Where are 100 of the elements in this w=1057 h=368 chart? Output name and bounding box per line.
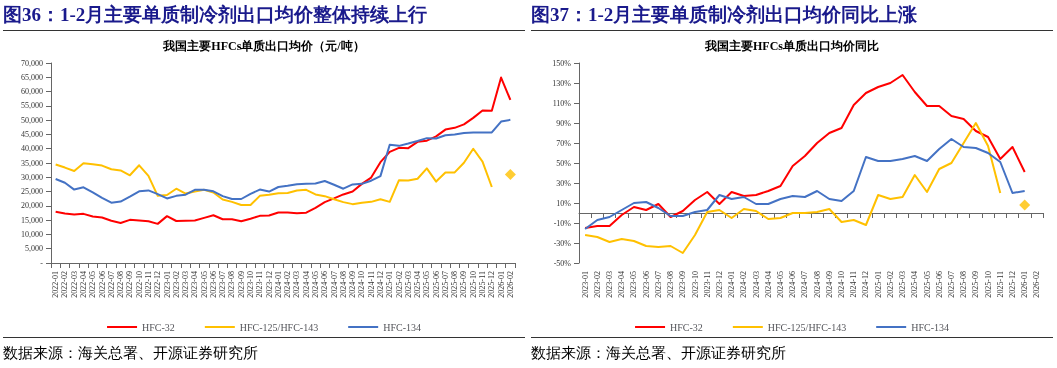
y-tick-label: 10% (556, 198, 572, 208)
legend-label: HFC-32 (142, 321, 175, 333)
y-tick-label: 70% (556, 138, 572, 148)
y-tick-label: 30% (556, 178, 572, 188)
x-tick-label: 2023-11 (702, 271, 712, 298)
y-tick-label: -10% (553, 218, 572, 228)
x-tick-label: 2022-06 (97, 271, 107, 298)
x-tick-label: 2023-12 (714, 271, 724, 298)
y-tick-label: 50,000 (21, 115, 43, 125)
x-tick-label: 2025-10 (983, 271, 993, 298)
x-tick-label: 2023-07 (218, 271, 228, 298)
x-tick-label: 2025-07 (946, 271, 956, 298)
x-tick-label: 2023-06 (641, 271, 651, 298)
x-tick-label: 2025-12 (487, 271, 497, 298)
x-tick-label: 2023-01 (580, 271, 590, 298)
y-tick-label: 60,000 (21, 87, 43, 97)
line-series (584, 74, 1026, 229)
y-tick-label: 30,000 (21, 172, 43, 182)
x-tick-label: 2025-06 (934, 271, 944, 298)
chart-subtitle: 我国主要HFCs单质出口均价同比 (704, 39, 879, 53)
x-tick-label: 2025-11 (995, 271, 1005, 298)
y-tick-label: -30% (553, 238, 572, 248)
x-tick-label: 2024-05 (310, 271, 320, 298)
legend-label: HFC-134 (911, 321, 949, 333)
y-tick-label: - (40, 258, 44, 268)
x-tick-label: 2023-09 (236, 271, 246, 298)
x-tick-label: 2025-11 (478, 271, 488, 298)
y-tick-label: 45,000 (21, 129, 43, 139)
y-tick-label: 150% (552, 58, 572, 68)
source-note: 数据来源：海关总署、开源证券研究所 (531, 337, 1053, 368)
x-tick-label: 2024-09 (348, 271, 358, 298)
line-series (54, 118, 512, 204)
x-tick-label: 2023-02 (171, 271, 181, 298)
x-tick-label: 2025-08 (959, 271, 969, 298)
x-tick-label: 2023-09 (678, 271, 688, 298)
x-tick-label: 2024-10 (837, 271, 847, 298)
x-tick-label: 2023-12 (264, 271, 274, 298)
x-tick-label: 2023-02 (592, 271, 602, 298)
x-tick-label: 2023-03 (605, 271, 615, 298)
x-tick-label: 2025-04 (413, 271, 423, 298)
x-tick-label: 2024-08 (338, 271, 348, 298)
y-tick-label: 10,000 (21, 229, 43, 239)
x-tick-label: 2022-03 (69, 271, 79, 298)
x-tick-label: 2022-05 (88, 271, 98, 298)
x-tick-label: 2025-06 (431, 271, 441, 298)
x-tick-label: 2024-02 (739, 271, 749, 298)
y-tick-label: 15,000 (21, 215, 43, 225)
chart-subtitle: 我国主要HFCs单质出口均价（元/吨） (162, 39, 365, 53)
x-tick-label: 2023-10 (690, 271, 700, 298)
x-tick-label: 2024-07 (800, 271, 810, 298)
x-tick-label: 2023-04 (617, 271, 627, 298)
y-tick-label: 20,000 (21, 201, 43, 211)
x-tick-label: 2024-09 (824, 271, 834, 298)
y-tick-label: 65,000 (21, 72, 43, 82)
y-tick-label: 90% (556, 118, 572, 128)
legend-label: HFC-125/HFC-143 (239, 321, 319, 333)
x-tick-label: 2025-03 (898, 271, 908, 298)
x-tick-label: 2024-03 (751, 271, 761, 298)
y-tick-label: 130% (552, 78, 572, 88)
legend-label: HFC-134 (383, 321, 421, 333)
x-tick-label: 2025-01 (385, 271, 395, 298)
x-tick-label: 2026-02 (505, 271, 515, 298)
x-tick-label: 2024-04 (301, 271, 311, 298)
x-tick-label: 2024-10 (357, 271, 367, 298)
x-tick-label: 2024-01 (273, 271, 283, 298)
x-tick-label: 2022-04 (78, 271, 88, 298)
x-tick-label: 2024-08 (812, 271, 822, 298)
line-series (584, 122, 1002, 254)
y-tick-label: 50% (556, 158, 572, 168)
y-tick-label: 35,000 (21, 158, 43, 168)
legend-label: HFC-32 (670, 321, 703, 333)
y-tick-label: 55,000 (21, 101, 43, 111)
x-tick-label: 2022-10 (134, 271, 144, 298)
x-tick-label: 2023-08 (666, 271, 676, 298)
x-tick-label: 2025-08 (450, 271, 460, 298)
x-tick-label: 2023-07 (653, 271, 663, 298)
line-series (54, 76, 512, 225)
x-tick-label: 2024-02 (283, 271, 293, 298)
x-tick-label: 2023-04 (190, 271, 200, 298)
x-tick-label: 2022-08 (116, 271, 126, 298)
x-tick-label: 2024-04 (763, 271, 773, 298)
x-tick-label: 2025-12 (1007, 271, 1017, 298)
chart-title: 图36：1-2月主要单质制冷剂出口均价整体持续上行 (3, 0, 525, 31)
x-tick-label: 2023-05 (199, 271, 209, 298)
x-tick-label: 2023-06 (208, 271, 218, 298)
x-tick-label: 2024-11 (849, 271, 859, 298)
x-tick-label: 2022-02 (60, 271, 70, 298)
y-tick-label: 70,000 (21, 58, 43, 68)
chart-title: 图37：1-2月主要单质制冷剂出口均价同比上涨 (531, 0, 1053, 31)
x-tick-label: 2025-07 (440, 271, 450, 298)
x-tick-label: 2023-05 (629, 271, 639, 298)
y-tick-label: -50% (553, 258, 572, 268)
x-tick-label: 2025-09 (459, 271, 469, 298)
x-tick-label: 2023-11 (255, 271, 265, 298)
y-tick-label: 40,000 (21, 144, 43, 154)
line-series (584, 138, 1026, 230)
x-tick-label: 2022-01 (51, 271, 61, 298)
x-tick-label: 2024-12 (375, 271, 385, 298)
line-series (54, 147, 493, 206)
x-tick-label: 2026-01 (1020, 271, 1030, 298)
